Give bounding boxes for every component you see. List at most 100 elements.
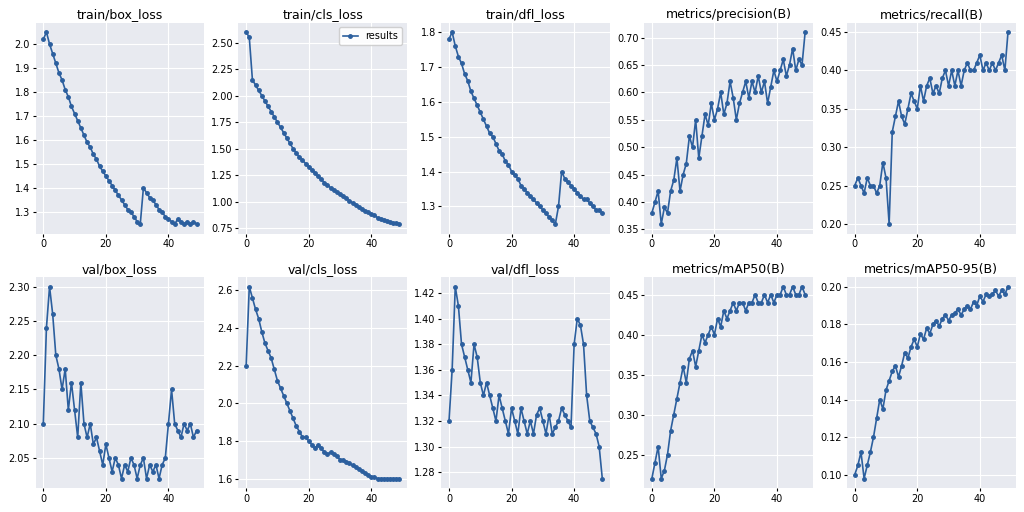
results — [328, 451, 340, 457]
results — [683, 133, 695, 139]
results — [131, 219, 143, 225]
Title: train/dfl_loss: train/dfl_loss — [485, 8, 565, 22]
results — [977, 298, 989, 305]
results — [37, 421, 49, 427]
results — [965, 68, 977, 74]
Title: metrics/precision(B): metrics/precision(B) — [666, 8, 792, 22]
results — [649, 199, 662, 205]
Title: metrics/recall(B): metrics/recall(B) — [880, 8, 983, 22]
results — [290, 150, 302, 156]
results — [980, 60, 992, 66]
results — [240, 362, 252, 369]
results — [274, 124, 287, 131]
results — [899, 350, 911, 356]
results — [786, 46, 799, 52]
Line: results: results — [650, 285, 807, 480]
results — [489, 418, 502, 424]
results — [250, 82, 262, 88]
results — [265, 109, 278, 115]
results — [190, 428, 203, 434]
results — [686, 144, 698, 150]
results — [518, 186, 530, 192]
results — [695, 332, 708, 338]
results — [596, 210, 608, 217]
results — [896, 114, 908, 120]
results — [456, 341, 468, 347]
results — [936, 75, 948, 81]
Line: results: results — [245, 285, 401, 480]
results — [783, 62, 796, 68]
results — [66, 379, 78, 386]
Title: train/cls_loss: train/cls_loss — [283, 8, 364, 22]
results — [774, 292, 786, 298]
results — [683, 355, 695, 361]
results — [955, 312, 968, 318]
results — [777, 284, 790, 290]
results — [933, 323, 945, 329]
results — [655, 221, 668, 227]
results — [99, 441, 112, 447]
results — [759, 292, 771, 298]
results — [971, 60, 983, 66]
results — [143, 195, 156, 201]
results — [771, 292, 783, 298]
results — [692, 155, 705, 161]
results — [549, 221, 561, 227]
results — [489, 141, 502, 147]
results — [243, 284, 255, 290]
results — [496, 151, 508, 157]
results — [562, 179, 574, 185]
results — [59, 366, 72, 372]
results — [543, 214, 555, 220]
results — [512, 176, 524, 182]
results — [75, 125, 87, 131]
results — [752, 300, 764, 306]
results — [393, 476, 406, 482]
Title: val/box_loss: val/box_loss — [82, 263, 158, 276]
Line: results: results — [42, 30, 199, 226]
results — [352, 204, 365, 210]
results — [709, 332, 721, 338]
results — [730, 308, 742, 314]
results — [246, 295, 258, 301]
results — [559, 412, 571, 418]
results — [765, 84, 777, 90]
results — [486, 134, 499, 140]
results — [674, 379, 686, 386]
results — [646, 476, 658, 482]
results — [739, 308, 752, 314]
results — [521, 189, 534, 196]
results — [506, 168, 518, 175]
results — [265, 355, 278, 361]
results — [793, 292, 805, 298]
results — [465, 379, 477, 386]
results — [977, 68, 989, 74]
results — [952, 306, 965, 312]
results — [911, 106, 924, 112]
results — [962, 60, 974, 66]
results — [134, 462, 146, 468]
results — [190, 221, 203, 227]
results — [442, 36, 455, 42]
results — [349, 464, 361, 471]
results — [958, 68, 971, 74]
Legend: results: results — [339, 27, 402, 45]
results — [62, 407, 75, 413]
results — [358, 208, 371, 214]
results — [540, 210, 552, 217]
results — [456, 60, 468, 67]
results — [140, 476, 153, 482]
results — [315, 176, 328, 182]
results — [159, 455, 171, 461]
results — [892, 374, 904, 380]
results — [81, 434, 93, 440]
results — [958, 306, 971, 312]
results — [671, 396, 683, 402]
results — [43, 41, 55, 47]
results — [302, 438, 314, 444]
results — [131, 476, 143, 482]
results — [680, 161, 692, 167]
results — [942, 83, 954, 89]
results — [742, 300, 755, 306]
results — [527, 197, 540, 203]
